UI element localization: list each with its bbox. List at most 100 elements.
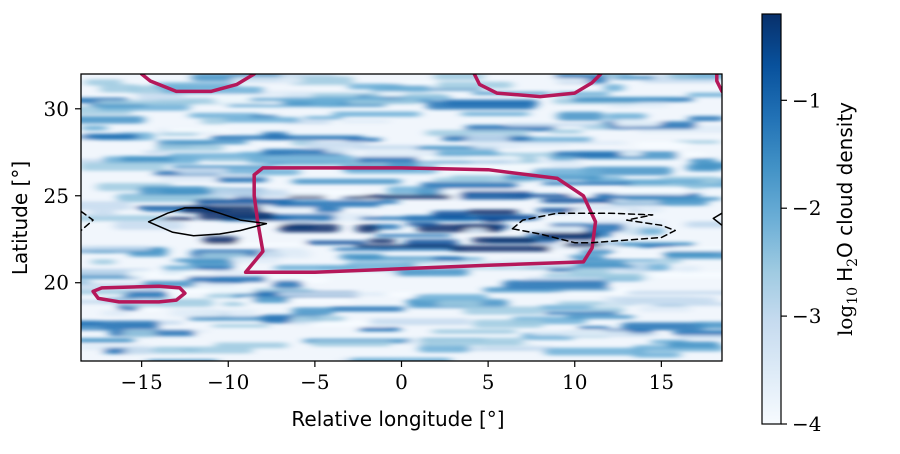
density-streak [195,266,233,271]
density-streak [368,238,396,244]
density-streak [618,258,660,262]
density-streak [542,181,632,186]
density-streak [211,135,292,140]
density-streak [91,259,116,265]
heatmap-field [81,74,722,361]
density-streak [174,258,230,263]
density-streak [688,115,722,122]
x-tick-label: 15 [649,370,674,394]
density-streak [151,346,253,354]
contour-black-solid [147,207,268,237]
density-streak [396,268,469,277]
density-streak [272,200,381,208]
density-streak [262,131,288,137]
density-streak [417,188,449,195]
density-streak [465,124,555,132]
density-streak [673,330,722,336]
colorbar-tick-label: −2 [792,196,821,220]
density-streak [349,194,451,200]
density-streak [503,280,608,289]
density-streak [471,159,516,165]
density-streak [693,321,722,329]
density-streak [222,301,244,307]
density-streak [442,164,552,169]
density-streak [203,236,238,245]
density-streak [606,113,647,121]
density-streak [334,247,390,251]
contour-crimson [91,284,187,304]
density-streak [127,270,213,278]
density-streak [463,306,544,315]
density-streak [311,340,391,347]
density-streak [315,206,342,213]
density-streak [418,344,470,353]
density-streak [81,201,131,211]
density-streak [307,240,367,245]
density-streak [432,256,465,262]
density-streak [305,141,367,150]
density-streak [291,307,334,316]
density-streak [169,287,255,294]
density-streak [666,341,720,348]
density-streak [461,111,530,117]
density-streak [172,165,272,169]
density-streak [222,117,300,123]
density-streak [579,326,609,330]
contour-crimson [472,74,603,99]
density-streak [274,265,353,271]
density-streak [157,140,247,145]
contour-lines [81,74,722,304]
x-tick-label: 0 [395,370,408,394]
density-streak [252,296,290,303]
density-streak [621,151,643,156]
y-tick-label: 30 [44,97,69,121]
density-streak [167,128,230,132]
density-streak [433,177,490,184]
density-streak [612,75,655,80]
density-streak [332,111,421,117]
density-streak [615,119,661,127]
density-streak [228,103,287,108]
density-streak [212,189,289,198]
density-streak [666,74,692,78]
density-streak [178,169,227,175]
density-streak [472,237,538,244]
density-streak [123,290,168,299]
density-streak [292,178,401,185]
density-streak [659,247,722,252]
density-streak [341,119,390,124]
density-streak [81,338,135,343]
density-streak [201,117,227,125]
y-axis-label: Latitude [°] [8,161,32,275]
density-streak [473,145,521,149]
density-streak [81,245,150,251]
colorbar-ticks: −4 −3 −2 −1 [781,88,821,436]
x-tick-label: 10 [562,370,587,394]
colorbar-tick-label: −1 [792,88,821,112]
density-streak [566,314,634,319]
density-streak [677,335,722,339]
density-streak [457,346,553,352]
density-streak [625,197,721,201]
density-streak [563,333,663,337]
contour-crimson [139,74,256,94]
density-streak [258,250,311,259]
density-streak [272,280,303,289]
density-streak [81,320,160,327]
density-streak [420,337,524,346]
density-streak [689,221,722,227]
density-streak [98,100,198,105]
density-streak [465,227,487,234]
density-streak [144,150,168,155]
x-axis-label: Relative longitude [°] [291,407,504,431]
density-streak [371,84,431,93]
density-streak [619,297,717,305]
contour-crimson [715,74,722,94]
x-tick-label: 5 [482,370,495,394]
density-streak [639,305,691,313]
density-streak [414,294,489,303]
density-streak [436,81,513,89]
density-streak [278,292,386,297]
colorbar-tick-label: −3 [792,304,821,328]
contour-black-dashed [81,210,94,232]
